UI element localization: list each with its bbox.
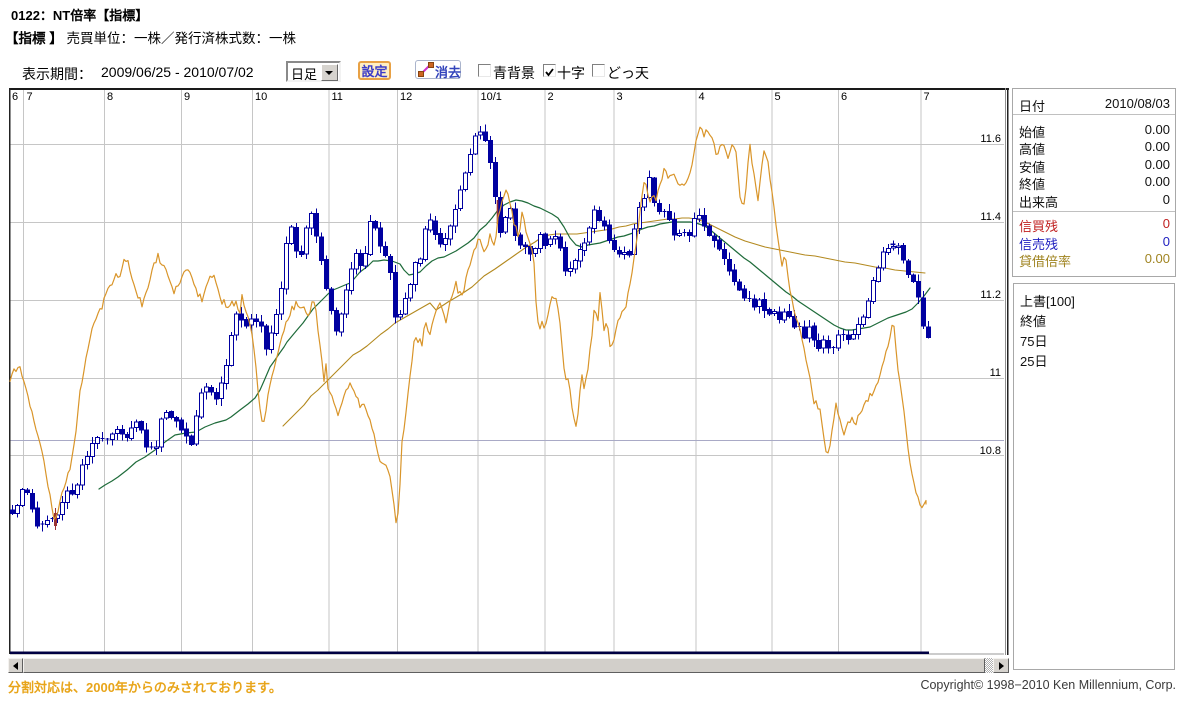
svg-text:7: 7 bbox=[27, 91, 33, 103]
svg-text:11.6: 11.6 bbox=[980, 133, 1001, 145]
svg-text:11: 11 bbox=[332, 91, 343, 103]
svg-text:3: 3 bbox=[617, 91, 623, 103]
svg-text:6: 6 bbox=[12, 91, 18, 103]
svg-text:11.2: 11.2 bbox=[980, 289, 1001, 301]
svg-text:12: 12 bbox=[400, 91, 412, 103]
svg-text:2: 2 bbox=[548, 91, 554, 103]
svg-text:10/1: 10/1 bbox=[481, 91, 502, 103]
svg-text:5: 5 bbox=[775, 91, 781, 103]
svg-text:8: 8 bbox=[107, 91, 113, 103]
svg-text:7: 7 bbox=[924, 91, 930, 103]
svg-text:10: 10 bbox=[255, 91, 267, 103]
svg-text:10.8: 10.8 bbox=[980, 445, 1001, 457]
svg-text:6: 6 bbox=[841, 91, 847, 103]
svg-text:9: 9 bbox=[184, 91, 190, 103]
svg-text:4: 4 bbox=[699, 91, 705, 103]
svg-text:11.4: 11.4 bbox=[980, 211, 1001, 223]
svg-text:11: 11 bbox=[990, 367, 1001, 379]
